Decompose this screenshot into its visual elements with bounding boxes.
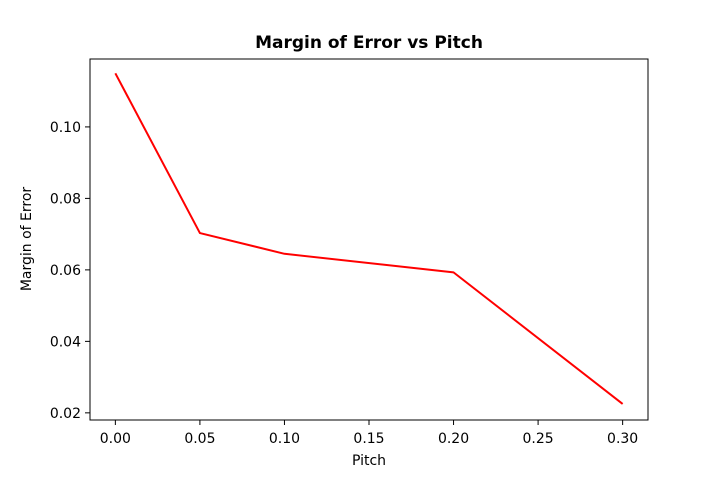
x-tick-label: 0.20 [438,431,469,447]
x-tick-label: 0.00 [100,431,131,447]
chart-title: Margin of Error vs Pitch [255,33,483,53]
plot-frame [89,58,649,421]
plot-area [89,58,649,421]
x-tick-label: 0.05 [184,431,215,447]
x-tick-label: 0.10 [269,431,300,447]
y-tick-label: 0.08 [50,191,81,207]
x-tick-label: 0.25 [523,431,554,447]
y-tick-label: 0.04 [50,334,81,350]
x-tick-label: 0.15 [353,431,384,447]
y-tick-label: 0.06 [50,263,81,279]
y-tick-label: 0.02 [50,406,81,422]
y-tick-label: 0.10 [50,120,81,136]
series-layer [114,72,624,405]
y-axis: 0.02 0.04 0.06 0.08 0.10 [50,120,90,422]
y-axis-title: Margin of Error [19,187,35,292]
x-axis: 0.00 0.05 0.10 0.15 0.20 0.25 0.30 [100,420,638,447]
x-tick-label: 0.30 [607,431,638,447]
x-axis-title: Pitch [352,453,386,469]
